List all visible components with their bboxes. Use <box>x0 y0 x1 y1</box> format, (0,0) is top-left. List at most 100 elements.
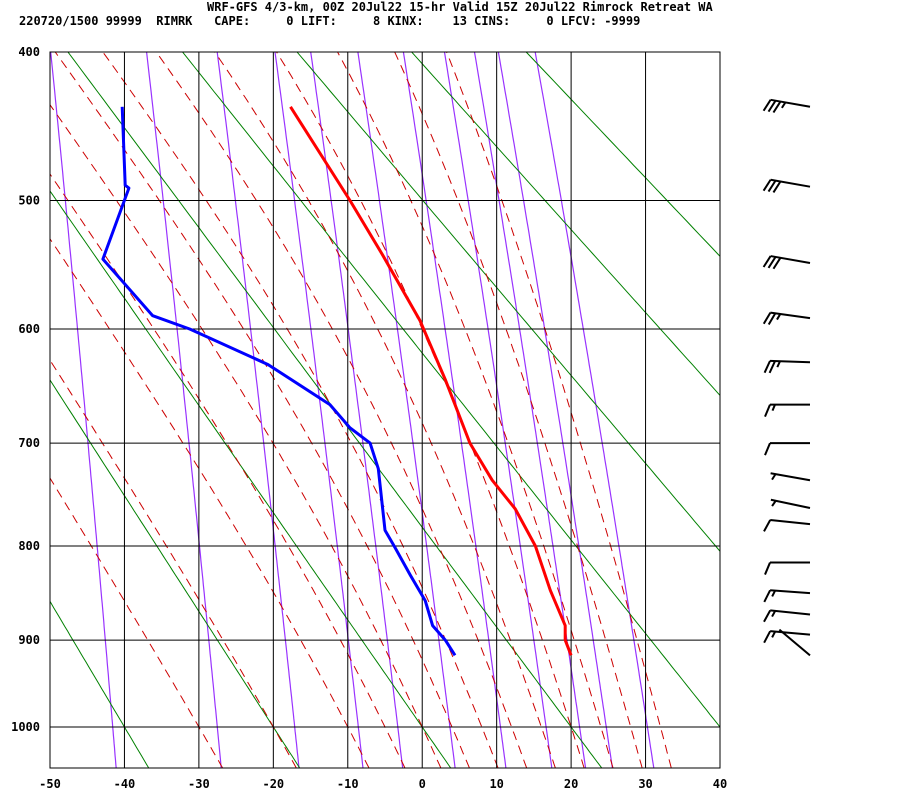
wind-barb-half-feather <box>771 590 776 597</box>
chart-title: WRF-GFS 4/3-km, 00Z 20Jul22 15-hr Valid … <box>207 0 713 14</box>
wind-barb-feather <box>763 589 771 603</box>
x-tick-label: 20 <box>564 777 578 791</box>
x-tick-label: 10 <box>489 777 503 791</box>
x-tick-label: -20 <box>262 777 284 791</box>
x-tick-label: -30 <box>188 777 210 791</box>
y-tick-label: 700 <box>18 436 40 450</box>
wind-barb-staff <box>770 609 811 616</box>
wind-barb-feather <box>762 99 772 112</box>
wind-barb-half-feather <box>771 500 777 507</box>
wind-barb-feather <box>764 442 771 456</box>
mixing-ratio-line <box>473 52 587 768</box>
mixing-ratio-line <box>402 52 507 768</box>
wind-barb-half-feather <box>771 404 776 411</box>
wind-barb-feather <box>767 256 777 269</box>
wind-barb <box>763 359 811 374</box>
moist-adiabat <box>50 238 370 768</box>
moist-adiabat <box>214 52 556 768</box>
wind-barb-feather <box>767 100 777 113</box>
x-tick-label: 40 <box>713 777 727 791</box>
wind-barb-half-feather <box>771 473 777 481</box>
wind-barb-staff <box>770 98 811 108</box>
moist-adiabat <box>102 52 499 768</box>
dry-adiabat <box>50 600 150 768</box>
moist-adiabat <box>276 52 585 768</box>
mixing-ratio-line <box>146 52 222 768</box>
wind-barb-staff <box>769 359 811 364</box>
mixing-ratio-line <box>534 52 655 768</box>
wind-barb <box>763 589 811 603</box>
moist-adiabat <box>50 173 406 768</box>
dry-adiabat <box>50 190 452 768</box>
mixing-ratio-line <box>274 52 364 768</box>
mixing-ratio-line <box>50 52 117 768</box>
x-tick-label: 30 <box>638 777 652 791</box>
y-tick-label: 600 <box>18 322 40 336</box>
wind-barb <box>762 178 811 193</box>
y-tick-label: 900 <box>18 633 40 647</box>
plot-area <box>50 52 720 768</box>
wind-barb-half-feather <box>776 360 781 368</box>
moist-adiabat <box>446 52 672 768</box>
wind-barb <box>778 628 811 657</box>
moist-adiabat <box>50 477 224 768</box>
wind-barb-feather <box>763 609 772 623</box>
mixing-ratio-line <box>497 52 613 768</box>
moist-adiabat <box>50 103 442 768</box>
wind-barb-staff <box>770 311 811 320</box>
wind-barb-feather <box>763 630 772 644</box>
dry-adiabat <box>525 52 720 257</box>
wind-barb-feather <box>762 312 772 325</box>
wind-barb-feather <box>763 360 771 374</box>
mixing-ratio-line <box>443 52 553 768</box>
wind-barb-staff <box>770 472 811 482</box>
wind-barb <box>764 561 810 575</box>
wind-barb-half-feather <box>776 313 782 321</box>
dry-adiabat <box>182 52 720 728</box>
wind-barb-staff <box>778 628 811 657</box>
moist-adiabat <box>54 52 470 768</box>
wind-barb-feather <box>764 404 771 417</box>
wind-barb-feather <box>772 180 782 193</box>
wind-barb-staff <box>770 630 811 636</box>
moist-adiabat <box>50 359 297 768</box>
mixing-ratio-line <box>310 52 404 768</box>
wind-barb <box>762 98 811 114</box>
wind-barb-half-feather <box>771 631 777 638</box>
temperature-line <box>289 105 573 656</box>
wind-barb <box>763 519 811 532</box>
wind-barb-staff <box>770 519 811 526</box>
wind-barb <box>764 403 810 417</box>
plot-frame <box>49 51 721 769</box>
wind-barb <box>762 311 811 325</box>
wind-barb-half-feather <box>781 101 787 109</box>
wind-barb-feather <box>763 519 772 532</box>
dry-adiabat <box>296 52 720 553</box>
wind-barb-staff <box>770 255 811 265</box>
x-tick-label: -10 <box>337 777 359 791</box>
y-tick-label: 400 <box>18 45 40 59</box>
dry-adiabat <box>411 52 720 397</box>
moist-adiabat <box>394 52 643 768</box>
moist-adiabat <box>337 52 614 768</box>
wind-barb-feather <box>767 312 777 325</box>
wind-barb <box>770 498 811 510</box>
wind-barb <box>770 472 811 482</box>
mixing-ratio-line <box>357 52 456 768</box>
y-tick-label: 800 <box>18 539 40 553</box>
wind-barb <box>762 255 811 270</box>
wind-barb <box>763 630 811 644</box>
wind-barb-staff <box>770 178 811 188</box>
wind-barb-feather <box>767 180 777 193</box>
wind-barb-feather <box>768 360 776 374</box>
wind-barb-feather <box>764 562 771 575</box>
wind-barb-staff <box>770 498 811 510</box>
moist-adiabat <box>155 52 528 768</box>
mixing-ratio-line <box>216 52 300 768</box>
wind-barb-feather <box>762 179 772 192</box>
x-tick-label: -50 <box>39 777 61 791</box>
wind-barb <box>764 442 810 456</box>
y-tick-label: 1000 <box>11 720 40 734</box>
y-tick-label: 500 <box>18 194 40 208</box>
